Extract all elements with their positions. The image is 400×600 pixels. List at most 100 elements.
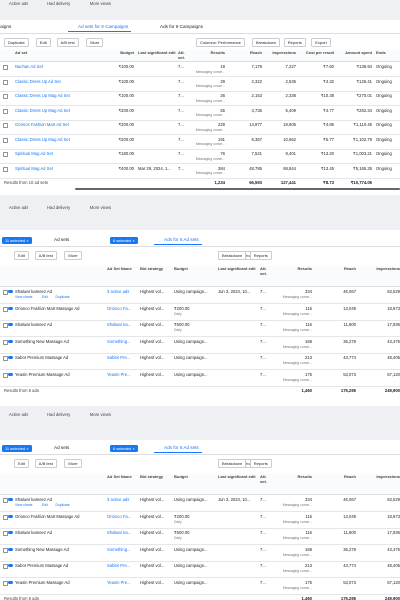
cell: ₹4.85: [323, 122, 334, 127]
ad-name[interactable]: Shalwar kameez Ad: [15, 497, 53, 502]
tab[interactable]: Ads for 6 Ad sets: [154, 235, 202, 245]
view-tab[interactable]: Active ads: [9, 412, 29, 417]
toolbar-button[interactable]: Edit: [14, 459, 29, 468]
ad-name[interactable]: Something New Massage Ad: [15, 546, 69, 552]
ad-set-name[interactable]: Gorinos Fashion Mart Ad Set: [15, 122, 69, 127]
toolbar-button[interactable]: Edit: [14, 251, 29, 260]
toolbar-button[interactable]: More: [86, 38, 104, 47]
checkbox[interactable]: [3, 339, 8, 345]
toolbar-button[interactable]: Reports: [249, 459, 272, 468]
toolbar-button[interactable]: Reports: [283, 38, 306, 47]
checkbox[interactable]: [3, 372, 8, 378]
status-toggle[interactable]: [8, 306, 13, 310]
status-toggle[interactable]: [8, 531, 13, 534]
toolbar-button[interactable]: A/B test: [56, 38, 79, 47]
toolbar-button[interactable]: A/B test: [34, 251, 57, 260]
checkbox[interactable]: [3, 108, 8, 114]
checkbox[interactable]: [3, 564, 8, 569]
row-link[interactable]: Duplicate: [55, 503, 70, 507]
ad-name[interactable]: Yeasin Premium Massage Ad: [15, 371, 70, 377]
toolbar-button[interactable]: Breakdown: [252, 38, 281, 47]
ad-name[interactable]: Orionco Fashion Mart Massage Ad: [15, 305, 80, 311]
ad-set-name[interactable]: Nachan Ad Set: [15, 64, 43, 69]
checkbox[interactable]: [3, 306, 8, 312]
status-toggle[interactable]: [8, 564, 13, 567]
checkbox[interactable]: [3, 290, 8, 295]
status-toggle[interactable]: [8, 323, 13, 326]
checkbox[interactable]: [3, 65, 8, 70]
ad-name[interactable]: Yeasin Premium Massage Ad: [15, 579, 70, 585]
checkbox[interactable]: [3, 580, 8, 586]
ad-set-name[interactable]: Spiritual Mag Ad Set: [15, 151, 53, 156]
status-toggle[interactable]: [8, 514, 13, 518]
checkbox[interactable]: [3, 356, 8, 361]
tab[interactable]: Ads for 6 Ad sets: [154, 443, 202, 453]
selection-pill[interactable]: 11 selected ×: [2, 237, 32, 244]
toolbar-button[interactable]: Reports: [249, 251, 272, 260]
toolbar-button[interactable]: A/B test: [34, 459, 57, 468]
ad-set-name[interactable]: Spiritual Mag Ad Set: [15, 165, 53, 171]
ad-name[interactable]: Shalwar kameez Ad: [15, 289, 53, 294]
tab[interactable]: Ad sets for 8 Campaigns: [68, 22, 132, 32]
status-toggle[interactable]: [8, 547, 13, 551]
ad-name[interactable]: Orionco Fashion Mart Massage Ad: [15, 513, 80, 519]
tab[interactable]: Ad sets: [54, 445, 70, 450]
toolbar-button[interactable]: Breakdown: [218, 459, 247, 468]
toolbar-button[interactable]: Edit: [35, 38, 51, 47]
toolbar-button[interactable]: Export: [311, 38, 331, 47]
status-toggle[interactable]: [8, 356, 13, 359]
checkbox[interactable]: [3, 323, 8, 328]
checkbox[interactable]: [3, 152, 8, 157]
ad-set-name[interactable]: Classic Dress Up Ad Set: [15, 78, 61, 84]
checkbox[interactable]: [3, 79, 8, 85]
ad-set-name[interactable]: Classic Dress Up Mag Ad Set: [15, 107, 70, 113]
ad-name[interactable]: Something New Massage Ad: [15, 338, 69, 344]
view-tab[interactable]: Had delivery: [47, 1, 71, 6]
status-toggle[interactable]: [8, 290, 13, 293]
toolbar-button[interactable]: Duplicate: [4, 38, 29, 47]
selection-pill[interactable]: 6 selected ×: [110, 445, 138, 452]
ad-set-name[interactable]: Classic Dress Up Mag Ad Set: [15, 136, 70, 142]
view-tab[interactable]: More views: [89, 205, 111, 210]
row-link[interactable]: Edit: [41, 295, 48, 299]
view-tab[interactable]: Active ads: [9, 1, 29, 6]
ad-set-name[interactable]: Classic Dress Up Mag Ad Set: [15, 93, 70, 98]
toolbar-button[interactable]: Columns: Performance: [196, 38, 245, 47]
tab[interactable]: Ads for 8 Campaigns: [160, 24, 203, 29]
selection-pill[interactable]: 11 selected ×: [2, 445, 32, 452]
view-tab[interactable]: More views: [89, 412, 111, 417]
view-tab[interactable]: More views: [89, 1, 111, 6]
checkbox[interactable]: [3, 166, 8, 172]
toolbar-button[interactable]: More: [64, 251, 82, 260]
checkbox[interactable]: [3, 531, 8, 536]
checkbox[interactable]: [3, 514, 8, 520]
checkbox[interactable]: [3, 94, 8, 99]
view-tab[interactable]: Active ads: [9, 205, 29, 210]
tab[interactable]: Campaigns: [0, 24, 12, 29]
status-toggle[interactable]: [8, 580, 13, 584]
toolbar-button[interactable]: More: [64, 459, 82, 468]
row-link[interactable]: View charts: [15, 295, 33, 299]
cell: ₹1,102.79: [353, 136, 372, 142]
view-tab[interactable]: Had delivery: [47, 412, 71, 417]
checkbox[interactable]: [3, 123, 8, 128]
ad-name[interactable]: Sabor Premium Massage Ad: [15, 563, 69, 568]
row-link[interactable]: Duplicate: [55, 295, 70, 299]
selection-pill[interactable]: 6 selected ×: [110, 237, 138, 244]
status-toggle[interactable]: [8, 372, 13, 376]
checkbox[interactable]: [3, 137, 8, 143]
ad-name[interactable]: Shalwar kameez Ad: [15, 530, 53, 535]
row-link[interactable]: View charts: [15, 503, 33, 507]
tab[interactable]: Ad sets: [54, 237, 70, 242]
row-link[interactable]: Edit: [41, 503, 48, 507]
status-toggle[interactable]: [8, 339, 13, 343]
ad-name[interactable]: Shalwar kameez Ad: [15, 322, 53, 327]
ad-name[interactable]: Sabor Premium Massage Ad: [15, 355, 69, 360]
checkbox[interactable]: [3, 547, 8, 553]
toolbar-button[interactable]: Breakdown: [218, 251, 247, 260]
summary-label: Results from 10 ad sets: [4, 180, 48, 185]
view-tab[interactable]: Had delivery: [47, 205, 71, 210]
status-toggle[interactable]: [8, 498, 13, 501]
checkbox[interactable]: [3, 498, 8, 503]
